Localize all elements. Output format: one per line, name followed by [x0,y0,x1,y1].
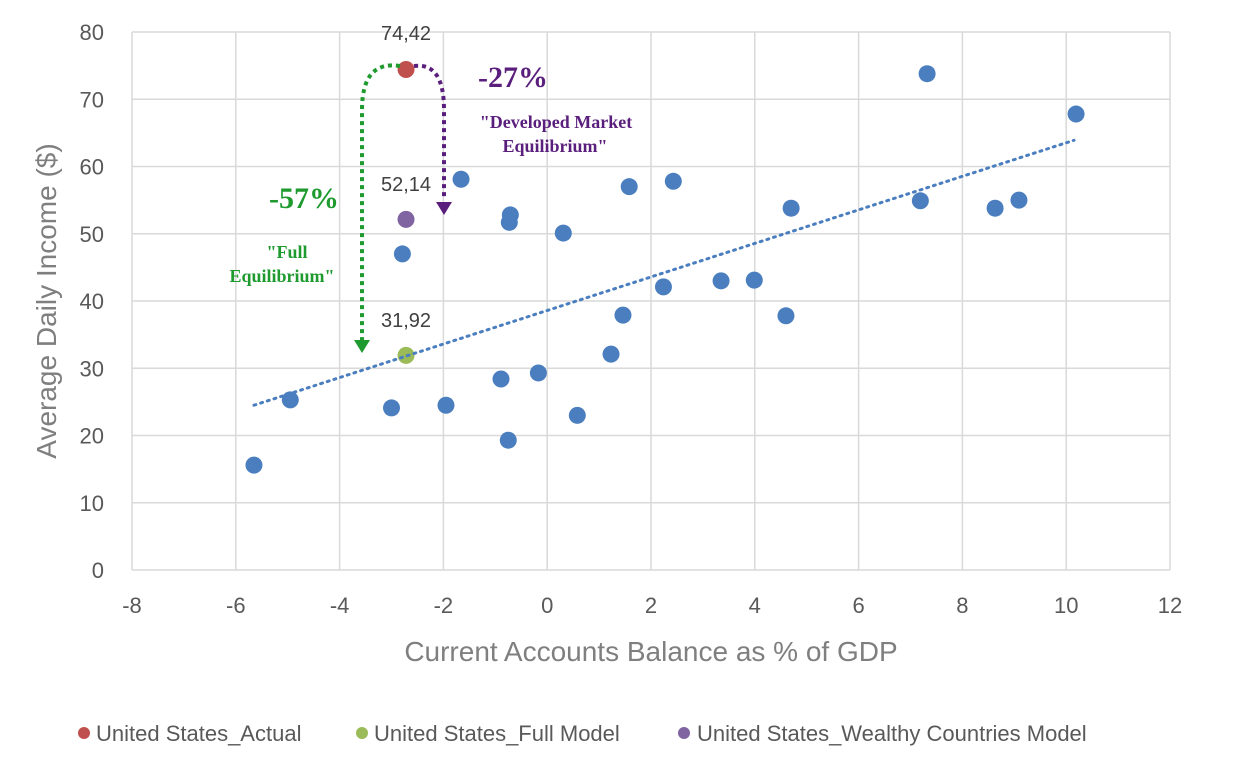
data-point [620,178,638,196]
x-tick-label: 4 [749,593,761,618]
x-tick-label: -2 [434,593,454,618]
y-tick-label: 60 [80,155,104,180]
data-point [245,456,263,474]
data-point [777,307,795,325]
full-label-line1: "Full [266,242,307,262]
us-full-label: 31,92 [381,310,431,332]
x-tick-label: -4 [330,593,350,618]
data-point [437,396,455,414]
y-tick-label: 10 [80,491,104,516]
data-point-united-states-actual [397,61,415,79]
us-actual-label: 74,42 [381,23,431,45]
y-tick-label: 70 [80,87,104,112]
legend-label-actual: United States_Actual [96,721,301,746]
x-axis-label: Current Accounts Balance as % of GDP [404,636,897,667]
data-point [1010,191,1028,209]
data-point [554,224,572,242]
data-point [500,213,518,231]
full-pct-annotation: -57% [269,182,339,215]
data-point [452,170,470,188]
y-tick-label: 50 [80,222,104,247]
dev-pct-annotation: -27% [478,61,548,94]
y-tick-label: 30 [80,356,104,381]
trendline [252,138,1076,407]
data-point [568,406,586,424]
data-point [383,399,400,417]
data-point [499,431,517,449]
legend-marker-full [356,727,368,739]
legend-marker-wealthy [678,727,690,739]
data-point [492,370,510,388]
data-point [614,306,632,324]
data-point [782,199,800,217]
data-point [654,278,672,296]
y-ticks: 0 10 20 30 40 50 60 70 80 [80,20,104,583]
x-tick-label: -8 [122,593,142,618]
developed-arrowhead-icon [436,202,452,215]
full-arrowhead-icon [354,340,370,353]
full-equilibrium-arrow [360,63,401,340]
data-point [745,271,763,289]
full-label-line2: Equilibrium" [229,266,334,286]
data-point [664,172,682,190]
data-point [712,272,730,290]
data-point [1067,105,1085,123]
x-tick-label: 2 [645,593,657,618]
grid [131,31,1171,571]
legend-label-full: United States_Full Model [374,721,620,746]
y-tick-label: 40 [80,289,104,314]
us-wealthy-label: 52,14 [381,174,431,196]
data-point [986,199,1004,217]
y-axis-label: Average Daily Income ($) [31,143,62,458]
data-point [918,65,936,83]
data-point [602,345,620,363]
x-tick-label: -6 [226,593,246,618]
y-tick-label: 0 [92,558,104,583]
legend-marker-actual [78,727,90,739]
x-tick-label: 8 [956,593,968,618]
data-point-united-states-wealthy-countries-model [397,210,415,228]
y-tick-label: 20 [80,424,104,449]
x-tick-label: 6 [852,593,864,618]
x-tick-label: 0 [541,593,553,618]
x-ticks: -8 -6 -4 -2 0 2 4 6 8 10 12 [122,593,1182,618]
data-point [911,192,929,210]
y-tick-label: 80 [80,20,104,45]
data-point [281,391,299,409]
legend: United States_Actual United States_Full … [78,721,1087,746]
x-tick-label: 12 [1158,593,1182,618]
data-point [529,364,547,382]
legend-label-wealthy: United States_Wealthy Countries Model [697,721,1087,746]
points [245,61,1085,474]
data-point [393,245,411,263]
dev-label-line1: "Developed Market [480,112,632,132]
dev-label-line2: Equilibrium" [502,136,607,156]
x-tick-label: 10 [1054,593,1078,618]
